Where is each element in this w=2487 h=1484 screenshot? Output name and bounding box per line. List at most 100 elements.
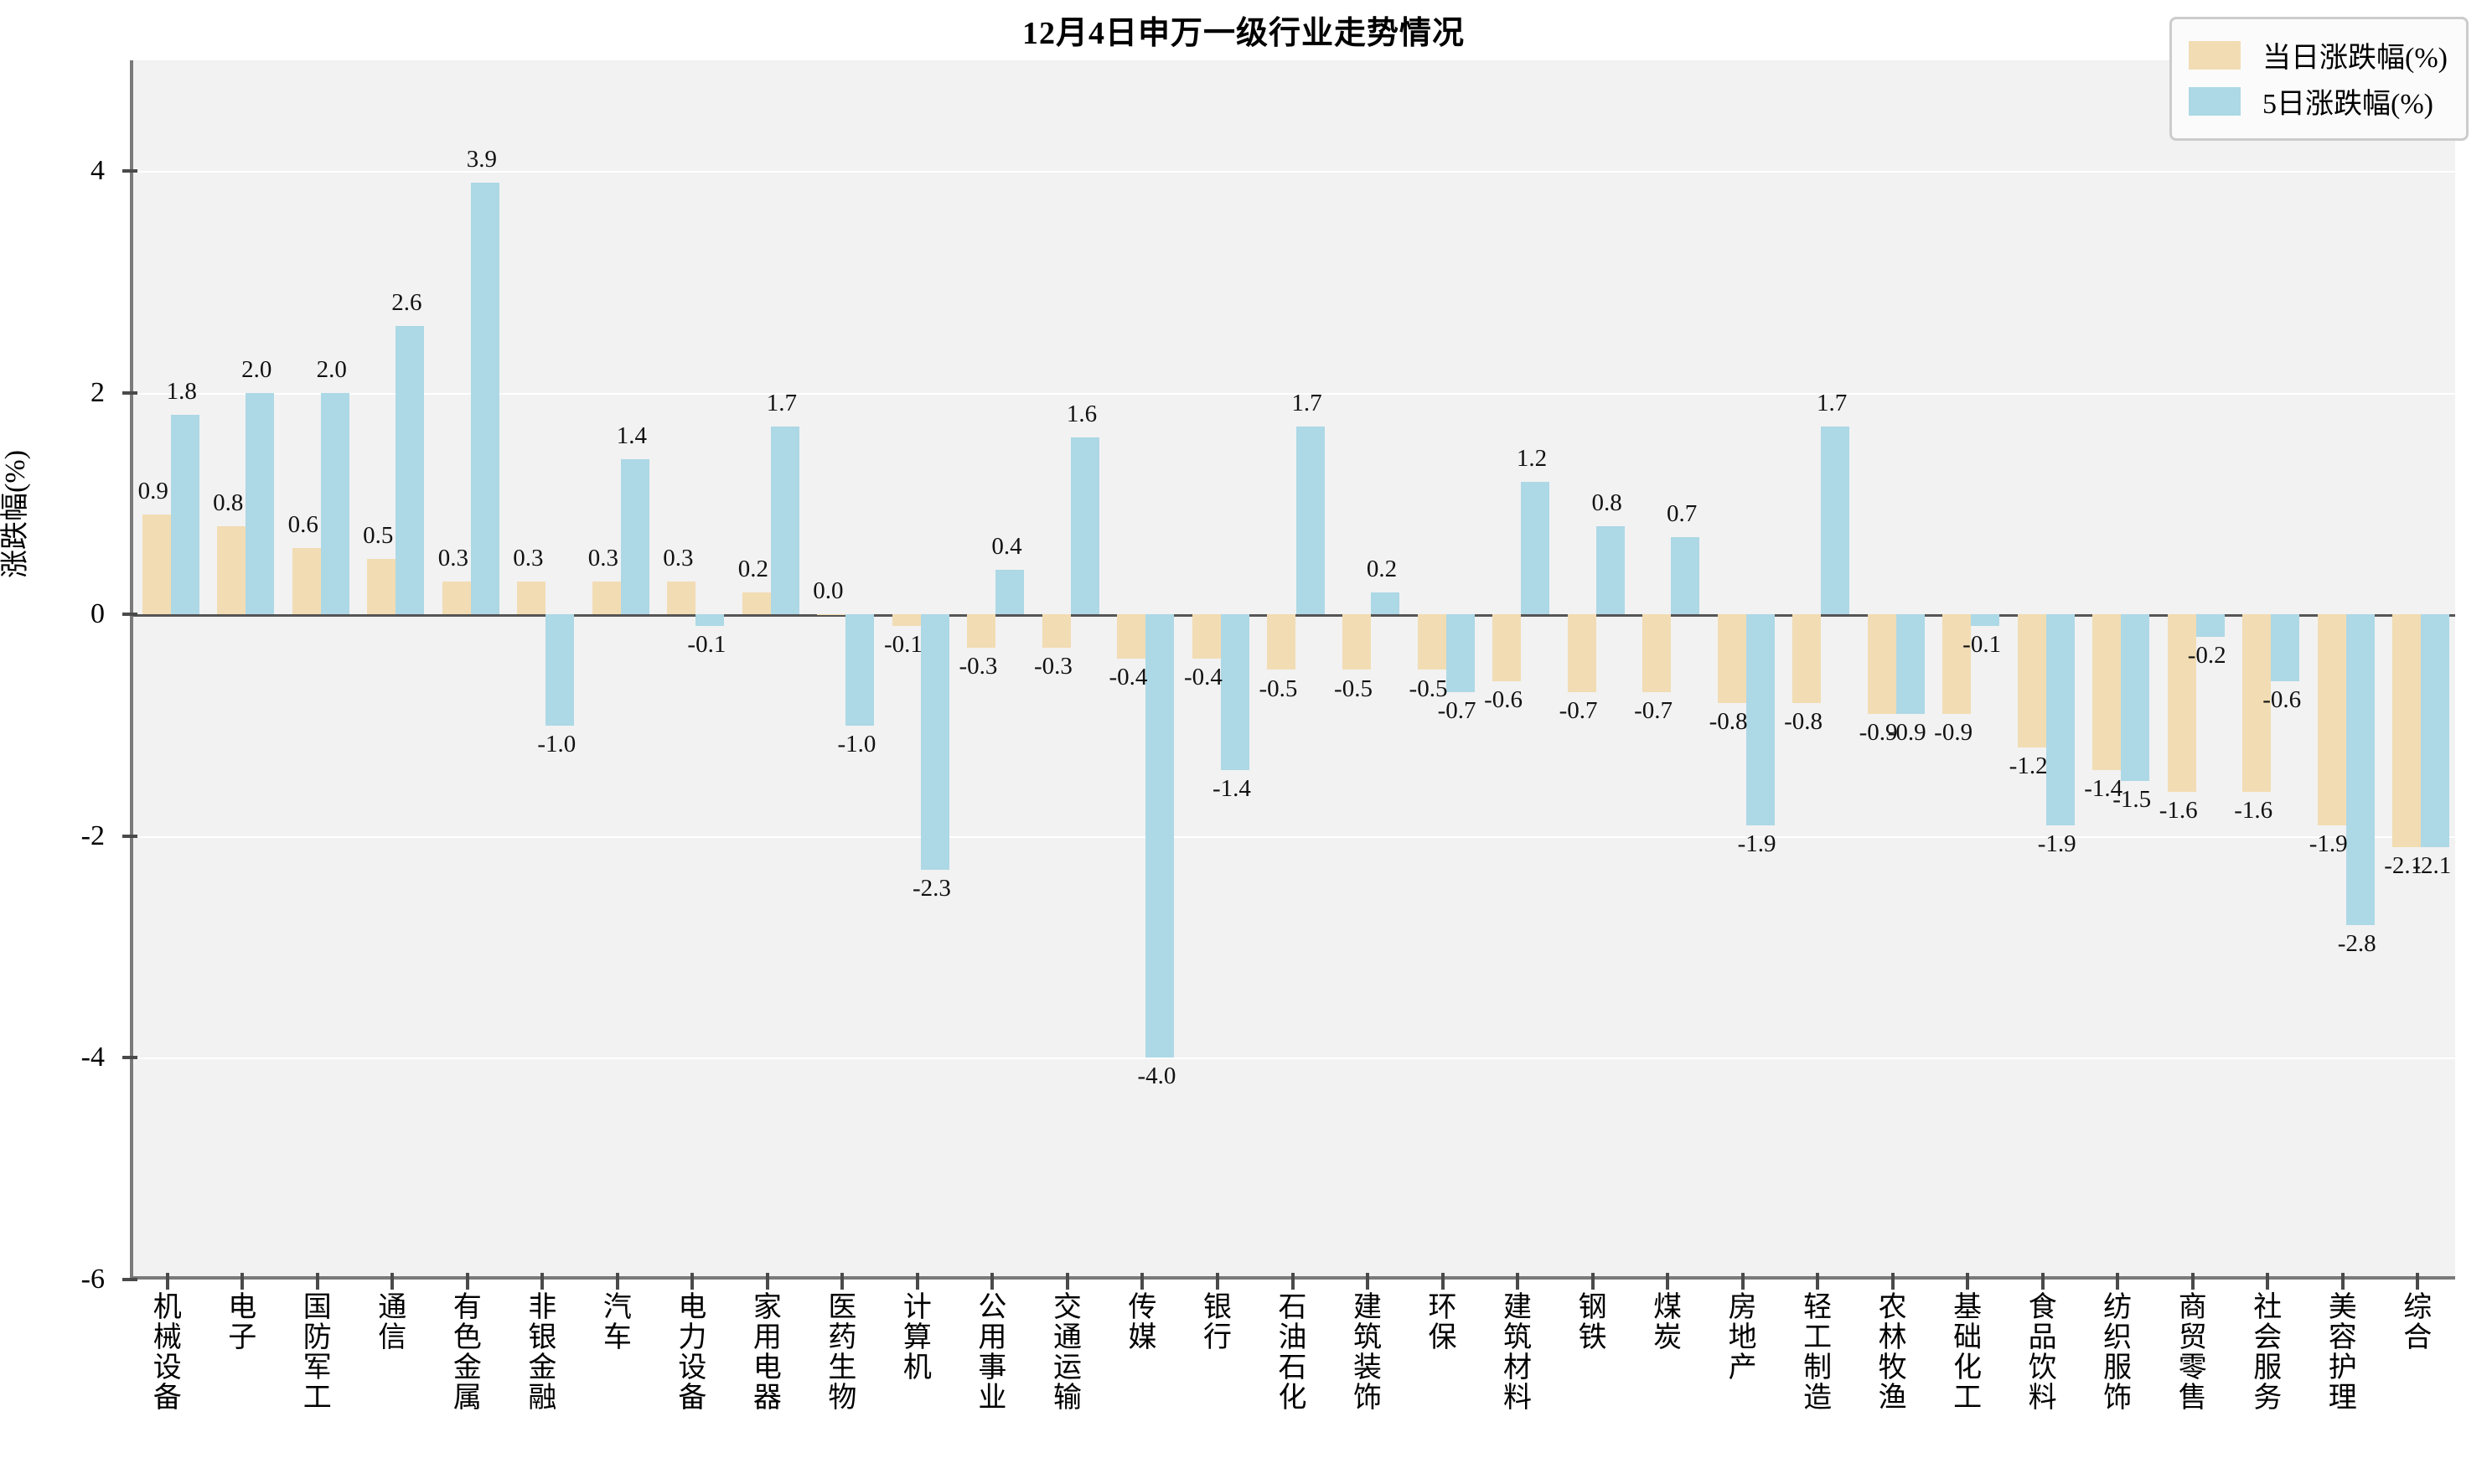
bar[interactable]	[1371, 592, 1400, 615]
bar[interactable]	[1295, 426, 1325, 615]
bar[interactable]	[695, 614, 725, 626]
bar[interactable]	[2271, 614, 2300, 681]
bar[interactable]	[1521, 481, 1550, 615]
x-tick-mark	[1215, 1273, 1219, 1290]
bar[interactable]	[817, 614, 846, 616]
bar-value-label: 0.5	[363, 522, 394, 550]
bar-value-label: 3.9	[466, 145, 497, 173]
bar[interactable]	[1595, 525, 1625, 615]
bar[interactable]	[1792, 614, 1822, 704]
bar[interactable]	[442, 581, 471, 615]
x-tick-mark	[840, 1273, 845, 1290]
bar-value-label: -0.8	[1709, 708, 1748, 736]
chart-legend[interactable]: 当日涨跌幅(%) 5日涨跌幅(%)	[2169, 17, 2469, 141]
bar[interactable]	[620, 459, 649, 615]
x-tick-mark	[1966, 1273, 1970, 1290]
y-axis-label: 涨跌幅(%)	[0, 450, 31, 578]
bar[interactable]	[2195, 614, 2225, 637]
bar[interactable]	[1220, 614, 1249, 770]
x-tick-mark	[240, 1273, 245, 1290]
bar[interactable]	[1117, 614, 1146, 659]
bar-value-label: 0.3	[437, 544, 468, 571]
bar[interactable]	[742, 592, 771, 615]
x-category-label: 石油石化	[1278, 1292, 1307, 1414]
bar-value-label: -0.4	[1109, 664, 1148, 691]
bar[interactable]	[1342, 614, 1372, 670]
bar[interactable]	[1267, 614, 1296, 670]
bar[interactable]	[1492, 614, 1522, 681]
bar[interactable]	[142, 514, 171, 615]
bar[interactable]	[545, 614, 575, 726]
x-tick-mark	[2040, 1273, 2045, 1290]
bar[interactable]	[2317, 614, 2346, 825]
bar[interactable]	[1567, 614, 1596, 692]
bar-value-label: -1.9	[1737, 830, 1776, 857]
bar[interactable]	[1717, 614, 1746, 704]
bar[interactable]	[2345, 614, 2375, 925]
bar[interactable]	[246, 392, 275, 615]
bar-value-label: 1.8	[166, 378, 197, 406]
x-tick-mark	[1290, 1273, 1295, 1290]
legend-item-daily[interactable]: 当日涨跌幅(%)	[2189, 34, 2448, 75]
bar[interactable]	[367, 559, 396, 615]
bar[interactable]	[2167, 614, 2196, 792]
x-category-label: 医药生物	[828, 1292, 857, 1414]
bar[interactable]	[845, 614, 875, 726]
bar[interactable]	[2392, 614, 2422, 848]
bar[interactable]	[2017, 614, 2046, 748]
x-category-label: 汽车	[602, 1292, 632, 1354]
bar[interactable]	[396, 326, 425, 615]
bar[interactable]	[1042, 614, 1071, 649]
bar[interactable]	[1867, 614, 1896, 715]
x-category-label: 传媒	[1128, 1292, 1157, 1354]
bar[interactable]	[292, 548, 321, 615]
legend-item-five-day[interactable]: 5日涨跌幅(%)	[2189, 80, 2448, 122]
bar[interactable]	[1971, 614, 2000, 626]
bar-value-label: 2.6	[391, 289, 422, 317]
bar[interactable]	[892, 614, 921, 626]
bar[interactable]	[2421, 614, 2450, 848]
bar[interactable]	[1145, 614, 1175, 1058]
y-tick-label: 0	[90, 598, 105, 630]
bar-value-label: 0.3	[513, 544, 544, 571]
bar[interactable]	[920, 614, 949, 870]
bar[interactable]	[517, 581, 546, 615]
bar[interactable]	[320, 392, 349, 615]
bar[interactable]	[1070, 437, 1099, 615]
x-tick-mark	[2116, 1273, 2120, 1290]
bar-value-label: -0.5	[1409, 675, 1448, 702]
bar[interactable]	[1942, 614, 1972, 715]
bar[interactable]	[470, 182, 499, 615]
x-category-label: 美容护理	[2328, 1292, 2357, 1414]
bar[interactable]	[592, 581, 621, 615]
bar[interactable]	[2045, 614, 2075, 825]
bar[interactable]	[2092, 614, 2122, 770]
bar[interactable]	[2242, 614, 2272, 792]
x-tick-mark	[615, 1273, 619, 1290]
bar[interactable]	[667, 581, 696, 615]
bar-value-label: -0.6	[2262, 685, 2302, 713]
x-tick-mark	[165, 1273, 169, 1290]
bar[interactable]	[1192, 614, 1221, 659]
bar[interactable]	[967, 614, 996, 649]
bar[interactable]	[217, 525, 246, 615]
bar-value-label: -2.8	[2337, 929, 2376, 957]
bar-value-label: 0.2	[1366, 555, 1398, 582]
x-category-label: 纺织服饰	[2103, 1292, 2133, 1414]
legend-swatch-five-day	[2189, 86, 2241, 116]
bar[interactable]	[1417, 614, 1446, 670]
bar[interactable]	[1445, 614, 1475, 692]
x-tick-mark	[1065, 1273, 1069, 1290]
bar[interactable]	[770, 426, 799, 615]
bar[interactable]	[2121, 614, 2150, 781]
bar[interactable]	[170, 415, 199, 615]
bar[interactable]	[1642, 614, 1672, 692]
bar[interactable]	[1895, 614, 1925, 715]
bars-layer	[133, 60, 2455, 1276]
bar[interactable]	[1745, 614, 1775, 825]
bar[interactable]	[1821, 426, 1850, 615]
bar[interactable]	[995, 570, 1025, 615]
bar[interactable]	[1671, 536, 1700, 615]
x-tick-mark	[1516, 1273, 1520, 1290]
y-tick-label: -2	[80, 820, 105, 851]
